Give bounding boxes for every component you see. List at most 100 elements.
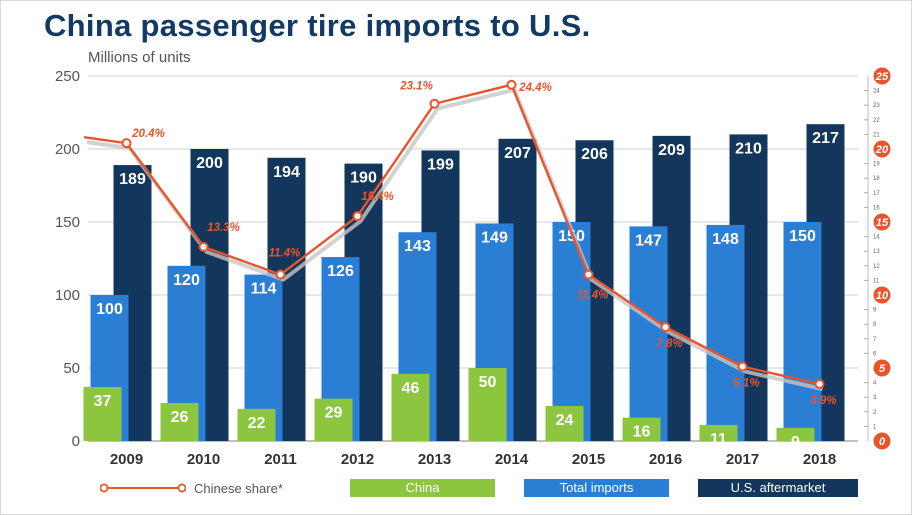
bar-china [314,398,353,441]
share-data-label: 3.9% [810,395,836,407]
legend-label-chinese-share: Chinese share* [194,480,283,496]
legend-line-swatch [100,483,186,493]
bar-china [545,405,584,441]
bar-label-total-imports: 143 [404,238,431,255]
right-axis-major-tick-label: 0 [879,436,886,448]
y-tick-label: 100 [55,287,80,304]
bar-label-total-imports: 114 [251,281,277,298]
bar-china [699,424,738,441]
right-axis-minor-tick-label: 19 [873,162,880,168]
bar-total-imports [783,222,822,441]
bar-china [776,427,815,441]
right-axis-minor-tick-label: 18 [873,176,880,182]
right-axis-major-tick-label: 10 [876,290,889,302]
bar-total-imports [706,224,745,441]
y-axis-label: Millions of units [88,49,191,66]
right-axis-major-tick-label: 5 [879,363,886,375]
share-point [506,79,517,90]
share-point [737,361,748,372]
x-tick-label: 2015 [572,451,605,468]
right-axis-minor-tick-label: 6 [873,351,877,357]
right-axis-minor-tick-label: 3 [873,395,877,401]
x-tick-label: 2016 [649,451,682,468]
x-tick-label: 2014 [495,451,529,468]
legend-item-china: China [350,479,495,497]
bar-total-imports [629,226,668,441]
right-axis-minor-tick-label: 14 [873,235,880,241]
share-data-label: 15.4% [361,191,394,203]
right-axis-major-tick-marker [873,286,891,304]
y-tick-label: 150 [55,214,80,231]
x-tick-label: 2017 [726,451,759,468]
x-tick-label: 2009 [110,451,143,468]
y-tick-label: 250 [55,68,80,85]
bar-label-total-imports: 150 [789,228,816,245]
legend-item-total-imports: Total imports [524,479,669,497]
bar-label-total-imports: 148 [712,231,739,248]
share-point [660,322,671,333]
right-axis-major-tick-label: 15 [876,217,889,229]
share-point [814,379,825,390]
right-axis-minor-tick-label: 1 [873,424,877,430]
bar-label-us-aftermarket: 209 [658,142,685,159]
bar-label-us-aftermarket: 207 [504,145,531,162]
right-axis-major-tick-marker [873,140,891,158]
right-axis-minor-tick-label: 11 [873,278,880,284]
bar-label-china: 37 [94,393,112,410]
right-axis-minor-tick-label: 12 [873,264,880,270]
right-axis-minor-tick-label: 21 [873,132,880,138]
x-tick-label: 2018 [803,451,836,468]
bar-label-us-aftermarket: 206 [581,146,608,163]
share-data-label: 20.4% [131,128,165,140]
bar-label-us-aftermarket: 210 [735,140,762,157]
x-tick-label: 2010 [187,451,220,468]
share-data-label: 5.1% [733,378,759,390]
x-tick-label: 2011 [264,451,297,468]
right-axis-minor-tick-label: 8 [873,322,877,328]
share-point [198,241,209,252]
bar-china [83,386,122,441]
right-axis-major-tick-marker [873,432,891,450]
bar-label-china: 9 [791,434,800,451]
right-axis-major-tick-label: 25 [875,71,889,83]
legend: Chinese share* China Total imports U.S. … [100,479,860,497]
bar-label-total-imports: 100 [96,301,123,318]
bar-label-us-aftermarket: 189 [119,171,146,188]
right-axis-major-tick-marker [873,359,891,377]
right-axis-major-tick-marker [873,67,891,85]
bar-label-us-aftermarket: 199 [427,156,454,173]
y-tick-label: 0 [72,433,80,450]
chart-title: China passenger tire imports to U.S. [44,8,591,43]
legend-item-us-aftermarket: U.S. aftermarket [698,479,858,497]
share-point [583,269,594,280]
y-tick-label: 50 [63,360,80,377]
right-axis-minor-tick-label: 2 [873,410,877,416]
bar-label-us-aftermarket: 200 [196,155,223,172]
share-data-label: 7.8% [656,338,682,350]
share-data-label: 13.3% [207,222,240,234]
bar-china [622,417,661,441]
right-axis-minor-tick-label: 17 [873,191,880,197]
bar-label-china: 24 [556,412,574,429]
bar-label-china: 50 [479,374,497,391]
right-axis-minor-tick-label: 13 [873,249,880,255]
right-axis-major-tick-marker [873,213,891,231]
right-axis-minor-tick-label: 7 [873,337,877,343]
share-data-label: 11.4% [577,290,609,302]
bar-label-china: 46 [402,380,420,397]
x-tick-label: 2013 [418,451,451,468]
share-data-label: 24.4% [518,82,552,94]
bar-china [391,373,430,441]
right-axis-minor-tick-label: 16 [873,205,880,211]
share-point [429,98,440,109]
bar-label-china: 29 [325,405,343,422]
bar-label-total-imports: 126 [327,263,354,280]
share-data-label: 23.1% [399,81,433,93]
bar-label-us-aftermarket: 217 [812,130,839,147]
bar-label-total-imports: 120 [173,272,200,289]
right-axis-minor-tick-label: 24 [873,89,880,95]
y-tick-label: 200 [55,141,80,158]
right-axis-minor-tick-label: 22 [873,118,880,124]
bar-label-total-imports: 150 [558,228,585,245]
share-data-label: 11.4% [269,248,301,260]
